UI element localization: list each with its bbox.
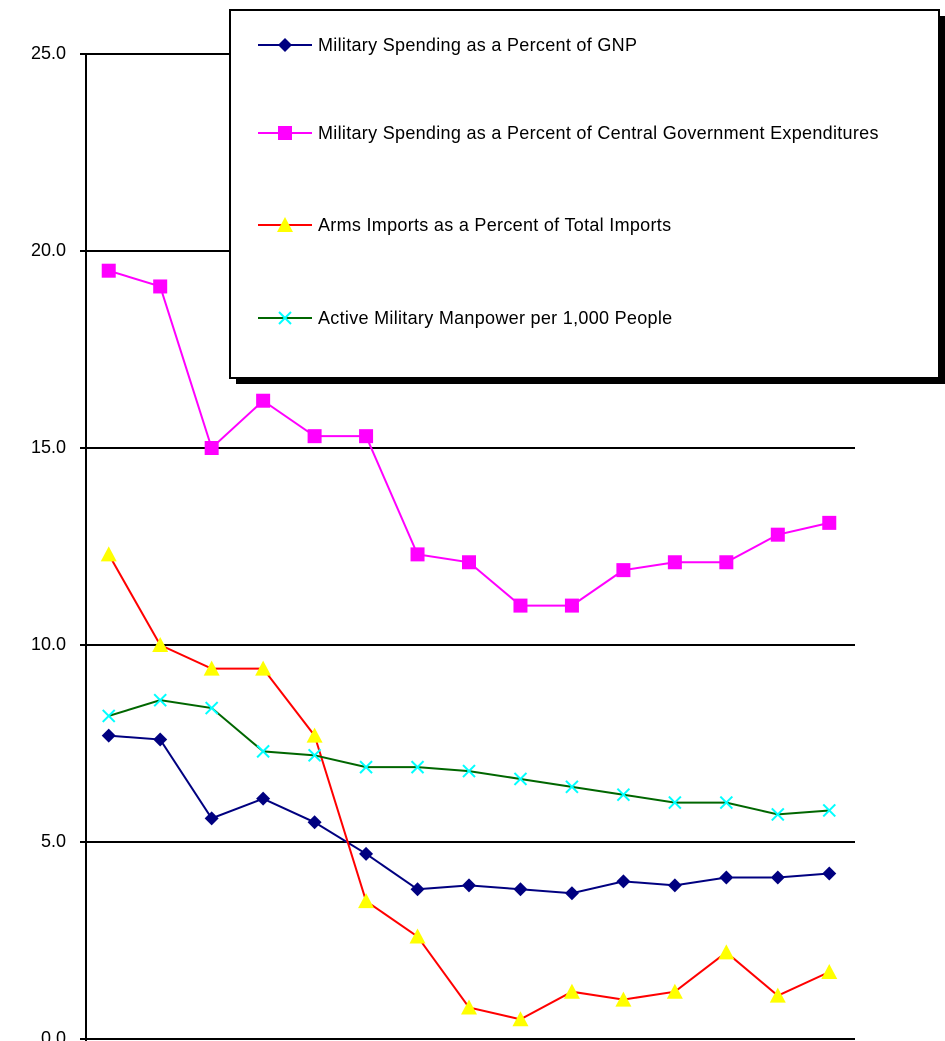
data-point	[667, 555, 682, 570]
legend-marker	[277, 217, 293, 232]
y-tick-label: 5.0	[41, 831, 66, 851]
data-point	[513, 598, 528, 613]
data-point	[821, 964, 838, 980]
series-line	[108, 734, 830, 895]
data-point	[822, 803, 836, 818]
data-point	[771, 807, 785, 822]
data-point	[100, 546, 117, 562]
legend-label-box: Arms Imports as a Percent of Total Impor…	[318, 215, 672, 235]
data-point	[718, 944, 735, 960]
data-point	[358, 893, 375, 909]
y-tick-label: 10.0	[31, 634, 66, 654]
data-point	[666, 983, 683, 999]
data-point	[512, 1011, 529, 1027]
data-point	[462, 878, 476, 893]
data-point	[307, 429, 322, 444]
data-point	[616, 874, 631, 889]
data-point	[462, 764, 476, 778]
data-point	[667, 878, 682, 893]
legend-marker	[278, 38, 292, 52]
legend-label-box: Military Spending as a Percent of GNP	[318, 35, 638, 55]
data-point	[204, 701, 219, 715]
y-tick-label: 20.0	[31, 240, 66, 260]
data-point	[616, 563, 631, 578]
data-point	[153, 693, 167, 707]
series-line	[107, 553, 830, 1021]
data-point	[564, 886, 579, 901]
data-point	[770, 870, 785, 885]
data-point	[719, 555, 734, 570]
data-point	[461, 999, 477, 1015]
data-point	[256, 791, 271, 806]
legend-label: Military Spending as a Percent of GNP	[318, 35, 638, 55]
data-point	[101, 728, 116, 743]
data-point	[359, 846, 374, 861]
data-point	[256, 744, 270, 759]
legend-label: Active Military Manpower per 1,000 Peopl…	[318, 308, 673, 328]
data-point	[563, 983, 580, 999]
legend-label-box: Military Spending as a Percent of Centra…	[318, 123, 879, 143]
data-point	[204, 441, 219, 455]
legend-box	[229, 9, 940, 379]
data-point	[410, 547, 425, 562]
data-point	[306, 727, 323, 743]
y-tick-label: 25.0	[31, 43, 66, 63]
data-point	[564, 598, 579, 613]
data-point	[101, 263, 116, 278]
data-point	[204, 811, 219, 826]
data-point	[307, 815, 322, 830]
data-point	[565, 780, 579, 794]
data-point	[359, 760, 373, 774]
data-point	[616, 788, 631, 802]
data-point	[359, 429, 374, 444]
data-point	[719, 870, 734, 885]
y-tick-label: 15.0	[31, 437, 66, 457]
data-point	[668, 795, 682, 810]
data-point	[770, 527, 785, 542]
data-point	[513, 882, 528, 897]
data-point	[255, 660, 272, 676]
data-point	[102, 709, 116, 723]
legend-marker	[278, 126, 292, 140]
data-point	[822, 866, 837, 881]
data-point	[615, 991, 632, 1007]
y-tick-label: 0.0	[41, 1028, 66, 1041]
data-point	[462, 555, 476, 570]
data-point	[409, 928, 426, 944]
data-point	[769, 987, 786, 1003]
data-point	[153, 279, 168, 294]
data-point	[152, 637, 169, 652]
legend-label: Military Spending as a Percent of Centra…	[318, 123, 879, 143]
data-point	[307, 748, 322, 763]
data-point	[822, 515, 837, 530]
data-point	[719, 795, 734, 810]
data-point	[410, 882, 425, 897]
data-point	[203, 660, 220, 676]
legend-label: Arms Imports as a Percent of Total Impor…	[318, 215, 672, 235]
data-point	[153, 732, 168, 747]
legend-label-box: Active Military Manpower per 1,000 Peopl…	[318, 308, 673, 328]
data-point	[410, 760, 425, 774]
legend-marker	[278, 311, 292, 325]
data-point	[513, 772, 528, 786]
data-point	[256, 393, 271, 408]
legend: Military Spending as a Percent of GNP Mil…	[229, 9, 945, 384]
